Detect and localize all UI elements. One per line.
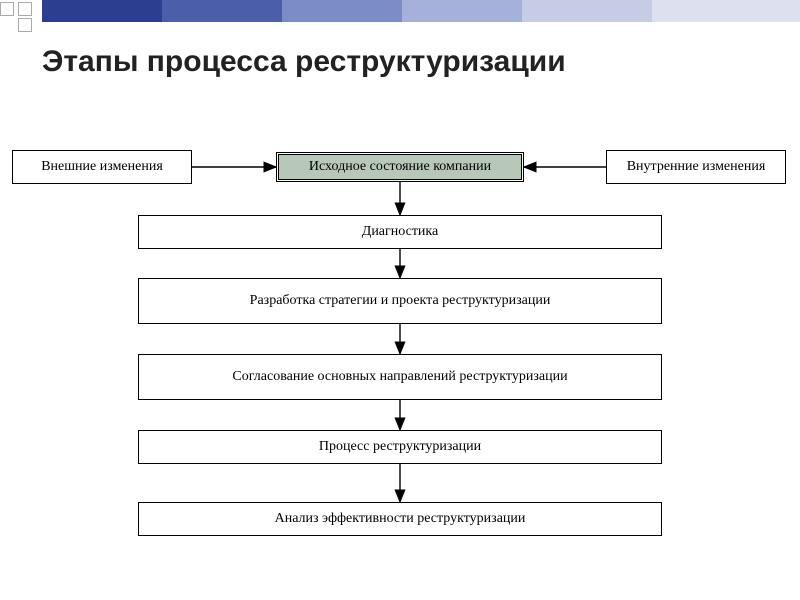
node-diag: Диагностика [138, 215, 662, 249]
slide-title-area: Этапы процесса реструктуризации [42, 44, 758, 81]
node-process: Процесс реструктуризации [138, 430, 662, 464]
slide-top-decor [0, 0, 800, 28]
node-initial: Исходное состояние компании [276, 152, 524, 182]
node-analysis: Анализ эффективности реструктуризации [138, 502, 662, 536]
node-external: Внешние изменения [12, 150, 192, 184]
flowchart: Внешние изменения Исходное состояние комп… [0, 150, 800, 600]
node-agree: Согласование основных направлений рестру… [138, 354, 662, 400]
node-strategy: Разработка стратегии и проекта реструкту… [138, 278, 662, 324]
slide-title: Этапы процесса реструктуризации [42, 44, 758, 81]
node-internal: Внутренние изменения [606, 150, 786, 184]
